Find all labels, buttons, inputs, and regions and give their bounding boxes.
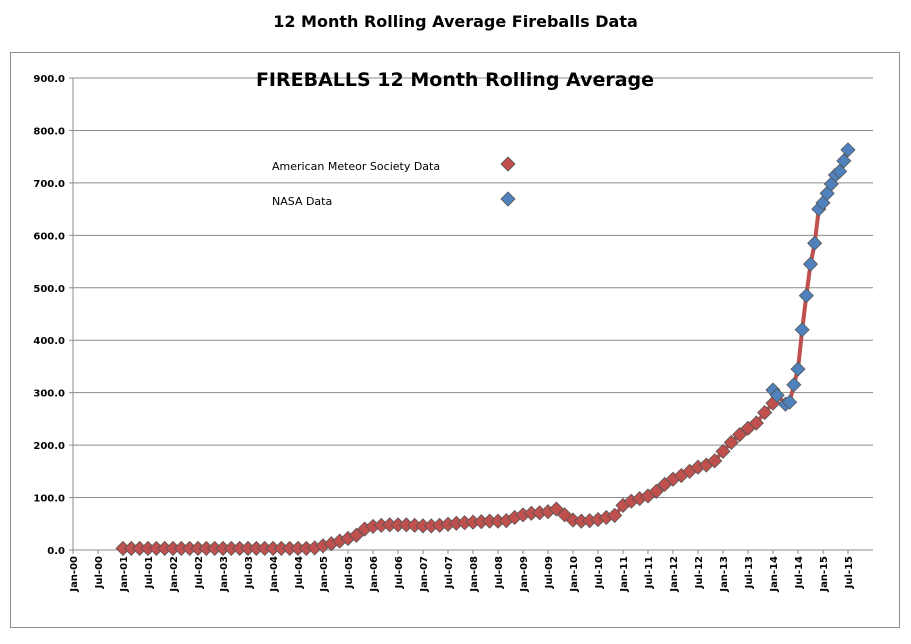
nasa-data-point [802,256,819,272]
ams-data-point [723,434,739,451]
x-tick-label: Jan-15 [819,556,830,593]
x-tick-label: Jan-06 [369,556,380,593]
x-tick-label: Jul-00 [94,556,105,589]
x-tick-label: Jul-13 [744,556,755,589]
nasa-data-point [832,163,848,179]
nasa-data-point [798,288,814,304]
x-tick-label: Jan-08 [469,556,480,593]
nasa-data-point [807,235,823,251]
x-tick-label: Jul-01 [144,556,155,589]
nasa-data-point [769,387,785,403]
ams-data-point [648,483,664,499]
legend: American Meteor Society Data NASA Data [272,156,516,208]
rolling-average-line [123,149,850,551]
y-tick-label: 600.0 [33,231,65,242]
y-tick-label: 900.0 [33,74,65,85]
x-tick-label: Jan-01 [119,556,130,593]
x-tick-label: Jul-06 [394,556,405,589]
x-tick-label: Jul-08 [494,556,505,589]
x-tick-label: Jan-14 [769,556,780,593]
legend-marker [500,156,516,172]
legend-label: NASA Data [272,195,332,208]
y-tick-label: 0.0 [47,546,65,557]
x-tick-label: Jul-14 [794,556,805,589]
x-tick-label: Jul-15 [844,556,855,589]
legend-marker [500,191,516,207]
legend-label: American Meteor Society Data [272,160,440,173]
x-tick-label: Jul-09 [544,556,555,589]
x-tick-label: Jul-12 [694,556,705,589]
y-tick-label: 300.0 [33,389,65,400]
ams-series [115,395,781,556]
nasa-series [765,142,856,412]
ams-data-point [732,427,748,443]
ams-data-point [715,443,731,459]
x-tick-label: Jul-03 [244,556,255,589]
x-tick-label: Jul-07 [444,556,455,589]
ams-data-point [607,507,623,523]
x-tick-label: Jul-10 [594,556,605,589]
nasa-data-point [794,322,810,338]
ams-data-point [348,527,364,543]
y-tick-labels: 0.0 100.0 200.0 300.0 400.0 500.0 600.0 700.0 80… [33,74,65,557]
x-tick-label: Jan-07 [419,556,430,593]
y-tick-label: 200.0 [33,441,65,452]
x-tick-label: Jan-11 [619,556,630,593]
chart-title: FIREBALLS 12 Month Rolling Average [256,69,654,91]
x-tick-label: Jul-04 [294,556,305,589]
x-tick-labels: Jan-00 Jul-00 Jan-01 Jul-01 Jan-02 Jul-02 Jan-… [69,556,855,593]
y-tick-label: 800.0 [33,126,65,137]
page-title: 12 Month Rolling Average Fireballs Data [273,12,638,31]
x-tick-label: Jul-02 [194,556,205,589]
x-tick-label: Jan-13 [719,556,730,593]
nasa-data-point [782,394,798,410]
ams-data-point [707,453,723,469]
x-tick-label: Jan-00 [69,556,80,593]
nasa-data-point [790,361,806,377]
y-tick-label: 400.0 [33,336,65,347]
y-tick-label: 700.0 [33,179,65,190]
x-tick-label: Jan-03 [219,556,230,593]
x-tick-label: Jan-12 [669,556,680,593]
x-tick-label: Jan-02 [169,556,180,593]
x-tick-label: Jul-11 [644,556,655,589]
ams-data-point [757,405,773,421]
x-tick-label: Jan-09 [519,556,530,593]
x-tick-label: Jan-10 [569,556,580,593]
axes [69,77,873,554]
nasa-data-point [840,142,856,158]
plot-area [115,142,856,556]
y-tick-label: 100.0 [33,494,65,505]
y-tick-label: 500.0 [33,284,65,295]
x-tick-label: Jul-05 [344,556,355,589]
x-tick-label: Jan-04 [269,556,280,593]
nasa-data-point [786,377,802,393]
grid-lines [73,77,873,499]
ams-data-point [748,415,764,431]
nasa-data-point [836,153,852,169]
x-tick-label: Jan-05 [319,556,330,593]
